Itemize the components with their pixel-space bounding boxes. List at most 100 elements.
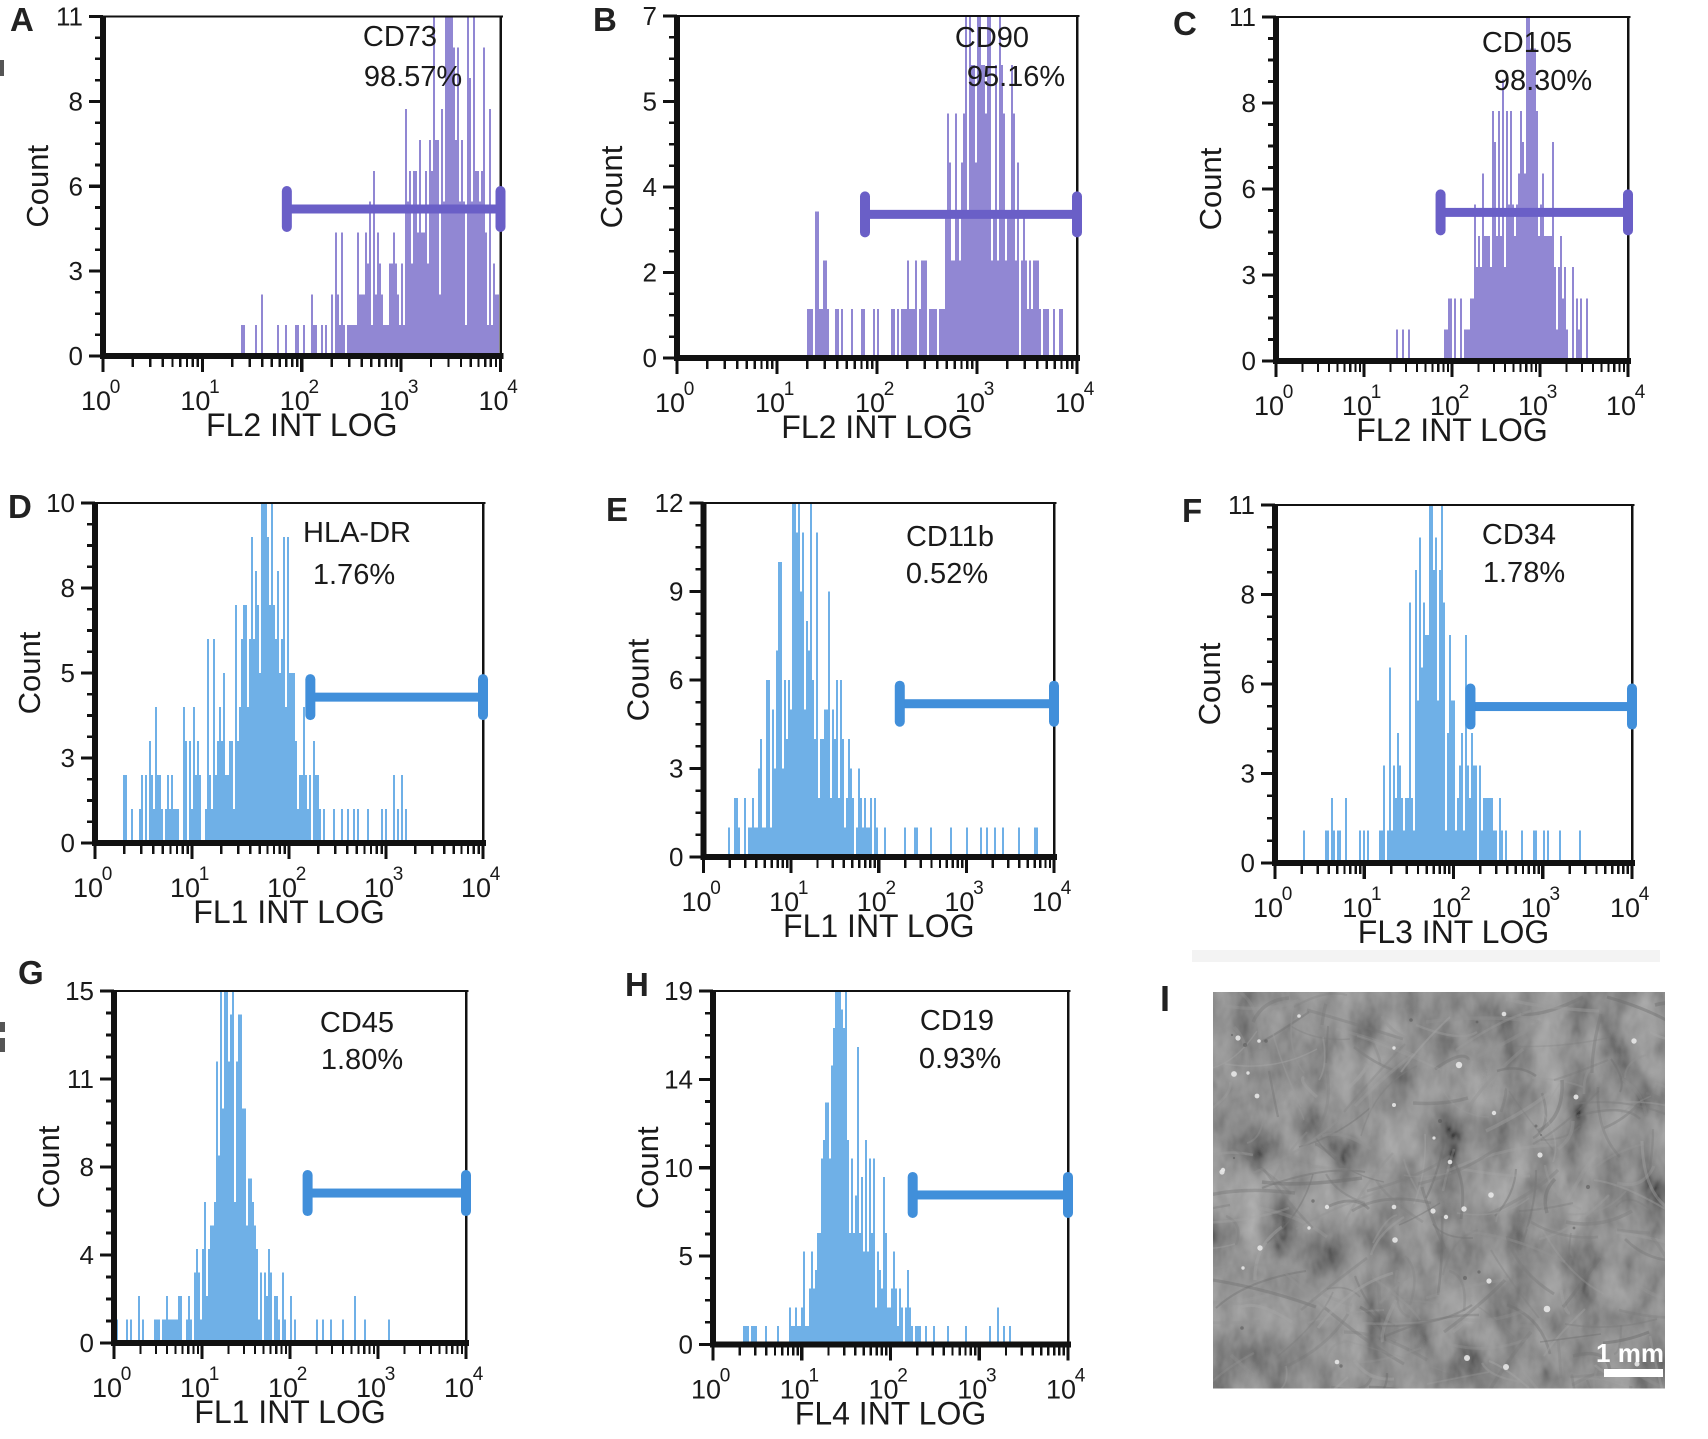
- svg-text:E: E: [606, 491, 628, 528]
- svg-text:3: 3: [385, 1364, 396, 1385]
- svg-text:I: I: [1160, 978, 1170, 1019]
- svg-text:10: 10: [755, 388, 785, 418]
- svg-text:10: 10: [769, 887, 799, 917]
- svg-text:3: 3: [408, 377, 419, 398]
- svg-text:10: 10: [868, 1375, 898, 1405]
- svg-text:Count: Count: [594, 145, 629, 228]
- svg-text:3: 3: [1242, 260, 1256, 290]
- svg-text:B: B: [593, 1, 617, 38]
- svg-text:7: 7: [643, 1, 657, 31]
- svg-text:4: 4: [1061, 878, 1072, 899]
- svg-text:CD11b: CD11b: [906, 521, 994, 553]
- svg-text:FL2 INT LOG: FL2 INT LOG: [206, 407, 397, 443]
- svg-text:1.76%: 1.76%: [313, 559, 395, 591]
- svg-text:4: 4: [1639, 884, 1650, 905]
- svg-text:10: 10: [1521, 893, 1551, 923]
- svg-text:FL1 INT LOG: FL1 INT LOG: [193, 894, 384, 930]
- svg-text:1: 1: [798, 878, 809, 899]
- svg-text:Count: Count: [630, 1126, 665, 1209]
- svg-text:10: 10: [857, 887, 887, 917]
- svg-text:10: 10: [1430, 391, 1460, 421]
- svg-text:0: 0: [1282, 884, 1293, 905]
- svg-text:4: 4: [507, 377, 518, 398]
- svg-text:10: 10: [1046, 1375, 1076, 1405]
- svg-text:0: 0: [720, 1366, 731, 1387]
- svg-text:2: 2: [1459, 382, 1470, 403]
- svg-text:3: 3: [984, 379, 995, 400]
- svg-text:2: 2: [308, 377, 319, 398]
- svg-text:10: 10: [655, 388, 685, 418]
- svg-text:1: 1: [1371, 884, 1382, 905]
- svg-text:0: 0: [1283, 382, 1294, 403]
- svg-text:0: 0: [669, 842, 683, 872]
- svg-text:98.30%: 98.30%: [1494, 65, 1592, 97]
- svg-text:FL4 INT LOG: FL4 INT LOG: [795, 1396, 986, 1432]
- svg-text:1: 1: [1371, 382, 1382, 403]
- svg-text:CD19: CD19: [920, 1005, 994, 1037]
- svg-text:2: 2: [643, 258, 657, 288]
- svg-text:10: 10: [1254, 391, 1284, 421]
- svg-text:1.80%: 1.80%: [321, 1044, 403, 1076]
- svg-text:3: 3: [669, 754, 683, 784]
- svg-text:2: 2: [884, 379, 895, 400]
- svg-text:10: 10: [478, 386, 508, 416]
- svg-text:3: 3: [973, 878, 984, 899]
- svg-text:CD34: CD34: [1482, 519, 1556, 551]
- svg-text:Count: Count: [20, 145, 55, 228]
- svg-text:10: 10: [170, 873, 200, 903]
- svg-text:4: 4: [80, 1240, 94, 1270]
- svg-text:CD73: CD73: [363, 21, 437, 53]
- svg-text:10: 10: [1342, 893, 1372, 923]
- svg-text:F: F: [1182, 492, 1202, 529]
- svg-text:0: 0: [1242, 346, 1256, 376]
- svg-text:8: 8: [80, 1152, 94, 1182]
- svg-text:1.78%: 1.78%: [1483, 557, 1565, 589]
- svg-text:11: 11: [67, 1064, 94, 1094]
- svg-text:Count: Count: [1192, 642, 1227, 725]
- svg-text:0: 0: [710, 878, 721, 899]
- svg-text:1: 1: [784, 379, 795, 400]
- svg-text:9: 9: [669, 577, 683, 607]
- svg-text:10: 10: [180, 386, 210, 416]
- svg-text:3: 3: [1549, 884, 1560, 905]
- svg-text:11: 11: [1229, 2, 1256, 32]
- svg-text:8: 8: [1241, 580, 1255, 610]
- svg-text:11: 11: [56, 2, 83, 32]
- svg-text:8: 8: [69, 86, 83, 116]
- svg-text:CD45: CD45: [320, 1007, 394, 1039]
- svg-text:2: 2: [297, 1364, 308, 1385]
- svg-text:15: 15: [65, 976, 94, 1006]
- svg-text:10: 10: [1032, 887, 1062, 917]
- svg-text:14: 14: [664, 1064, 693, 1094]
- svg-text:FL2 INT LOG: FL2 INT LOG: [781, 409, 972, 445]
- svg-text:0.93%: 0.93%: [919, 1043, 1001, 1075]
- svg-text:95.16%: 95.16%: [967, 61, 1065, 93]
- svg-text:10: 10: [855, 388, 885, 418]
- svg-text:Count: Count: [31, 1125, 66, 1208]
- svg-text:10: 10: [81, 386, 111, 416]
- svg-text:8: 8: [61, 573, 75, 603]
- svg-text:10: 10: [356, 1373, 386, 1403]
- svg-text:A: A: [10, 1, 34, 38]
- svg-text:6: 6: [1241, 669, 1255, 699]
- svg-text:3: 3: [393, 864, 404, 885]
- svg-text:4: 4: [473, 1364, 484, 1385]
- svg-text:2: 2: [897, 1366, 908, 1387]
- svg-text:10: 10: [46, 488, 75, 518]
- svg-text:10: 10: [1606, 391, 1636, 421]
- svg-text:Count: Count: [12, 631, 47, 714]
- svg-text:10: 10: [957, 1375, 987, 1405]
- svg-text:2: 2: [1460, 884, 1471, 905]
- svg-text:10: 10: [379, 386, 409, 416]
- svg-text:19: 19: [664, 976, 693, 1006]
- svg-text:10: 10: [444, 1373, 474, 1403]
- svg-text:H: H: [625, 966, 649, 1003]
- svg-text:10: 10: [1610, 893, 1640, 923]
- svg-text:4: 4: [643, 172, 657, 202]
- svg-text:0: 0: [679, 1330, 693, 1360]
- svg-text:0: 0: [121, 1364, 132, 1385]
- svg-text:10: 10: [1253, 893, 1283, 923]
- svg-text:1: 1: [199, 864, 210, 885]
- svg-text:5: 5: [643, 87, 657, 117]
- svg-text:98.57%: 98.57%: [364, 61, 462, 93]
